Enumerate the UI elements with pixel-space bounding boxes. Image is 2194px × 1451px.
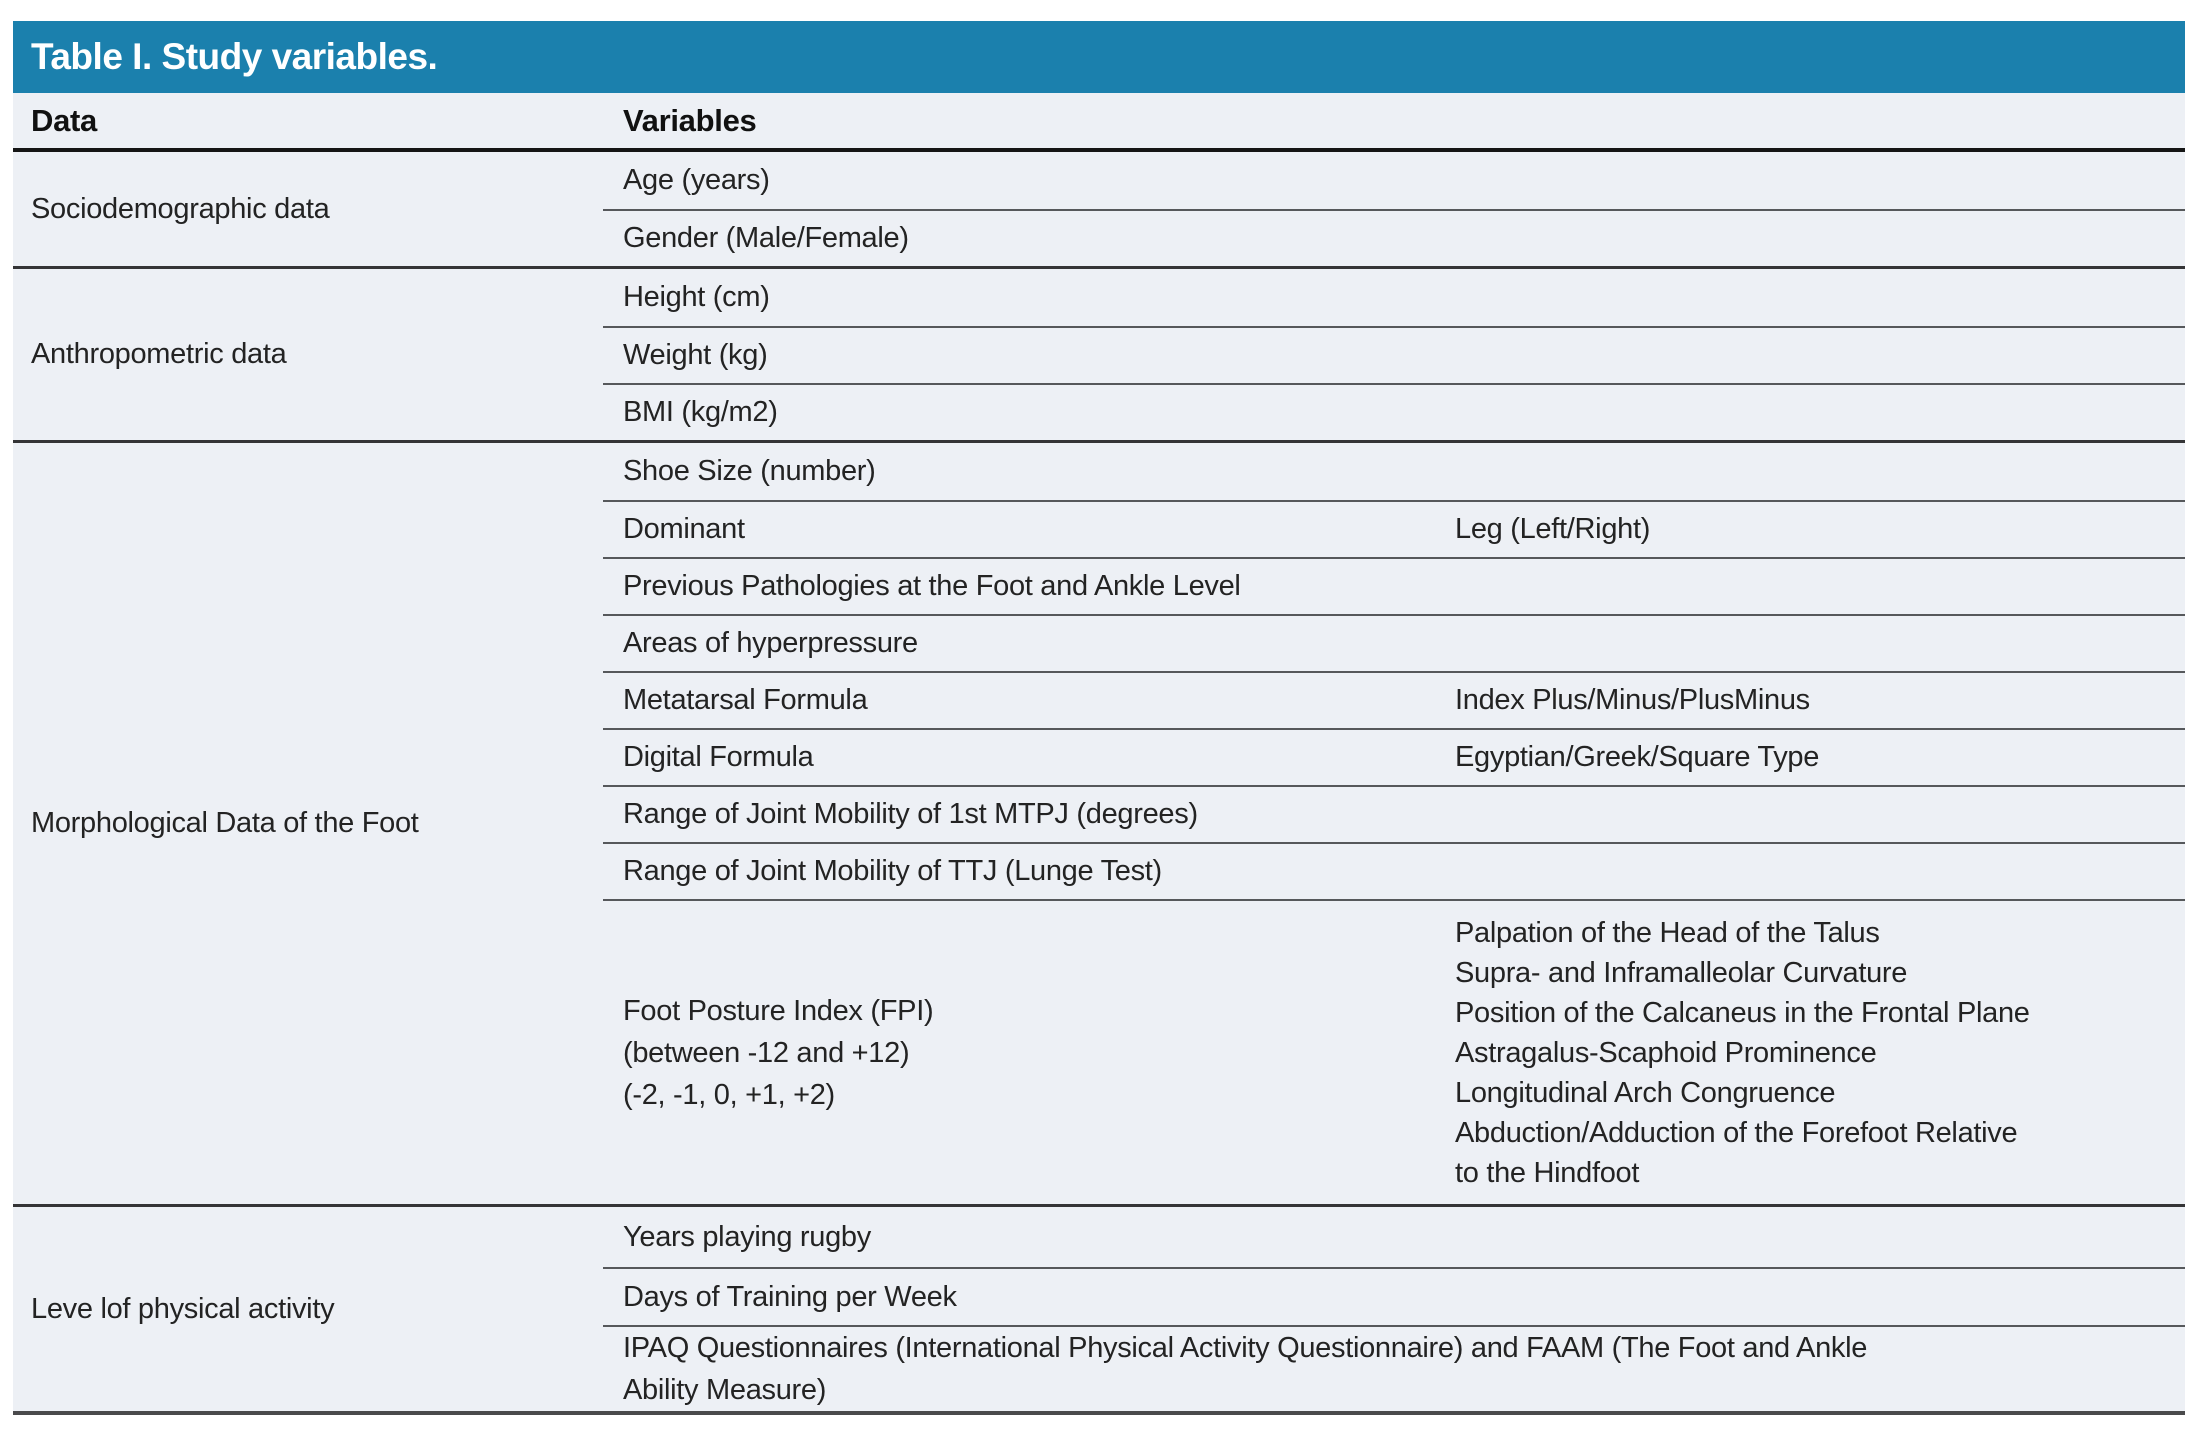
ipaq-line: Ability Measure): [623, 1374, 827, 1406]
fpi-criterion: Abduction/Adduction of the Forefoot Rela…: [1455, 1116, 2018, 1149]
fpi-criterion: to the Hindfoot: [1455, 1156, 1640, 1189]
table-row: Areas of hyperpressure: [603, 614, 2185, 671]
variable-cell: Digital Formula: [623, 741, 814, 773]
group-rows: Shoe Size (number) Dominant Leg (Left/Ri…: [603, 443, 2185, 1204]
detail-cell: Palpation of the Head of the Talus Supra…: [1455, 901, 2185, 1204]
table-row: Metatarsal Formula Index Plus/Minus/Plus…: [603, 671, 2185, 728]
col-header-data: Data: [31, 102, 97, 138]
ipaq-line: IPAQ Questionnaires (International Physi…: [623, 1332, 1868, 1364]
column-header-row: Data Variables: [13, 93, 2185, 152]
group-physical-activity: Leve lof physical activity Years playing…: [13, 1204, 2185, 1411]
fpi-line: (-2, -1, 0, +1, +2): [623, 1078, 835, 1111]
table-title: Table I. Study variables.: [31, 36, 438, 77]
table-row: Days of Training per Week: [603, 1267, 2185, 1325]
group-label: Anthropometric data: [31, 338, 287, 370]
table-row: Gender (Male/Female): [603, 209, 2185, 266]
table-row-ipaq: IPAQ Questionnaires (International Physi…: [603, 1325, 2185, 1411]
group-morphological: Morphological Data of the Foot Shoe Size…: [13, 440, 2185, 1204]
detail-cell: Egyptian/Greek/Square Type: [1455, 741, 1820, 773]
fpi-line: (between -12 and +12): [623, 1036, 910, 1069]
fpi-criterion: Longitudinal Arch Congruence: [1455, 1076, 1836, 1109]
table-row: Years playing rugby: [623, 1220, 871, 1253]
table-row: Age (years): [623, 164, 770, 196]
table-row: BMI (kg/m2): [603, 383, 2185, 440]
group-label: Sociodemographic data: [31, 192, 330, 225]
group-rows: Height (cm) Weight (kg) BMI (kg/m2): [603, 269, 2185, 440]
variable-cell: Metatarsal Formula: [623, 684, 868, 716]
variable-cell: Dominant: [623, 513, 745, 545]
detail-cell: Leg (Left/Right): [1455, 513, 1651, 545]
group-label: Leve lof physical activity: [31, 1292, 335, 1325]
group-sociodemographic: Sociodemographic data Age (years) Gender…: [13, 152, 2185, 266]
table-row: Range of Joint Mobility of TTJ (Lunge Te…: [603, 842, 2185, 899]
table-row: Dominant Leg (Left/Right): [603, 500, 2185, 557]
fpi-criterion: Astragalus-Scaphoid Prominence: [1455, 1036, 1877, 1069]
table-title-bar: Table I. Study variables.: [13, 21, 2185, 93]
table-row: Digital Formula Egyptian/Greek/Square Ty…: [603, 728, 2185, 785]
fpi-criterion: Supra- and Inframalleolar Curvature: [1455, 956, 1908, 989]
fpi-line: Foot Posture Index (FPI): [623, 994, 934, 1027]
fpi-criterion: Palpation of the Head of the Talus: [1455, 916, 1880, 949]
table-row: Shoe Size (number): [623, 455, 876, 487]
col-header-variables: Variables: [623, 102, 757, 138]
group-label: Morphological Data of the Foot: [31, 807, 419, 839]
table-row-foot-posture-index: Foot Posture Index (FPI) (between -12 an…: [603, 899, 2185, 1204]
detail-cell: Index Plus/Minus/PlusMinus: [1455, 684, 1810, 716]
study-variables-table: Table I. Study variables. Data Variables…: [13, 21, 2185, 1415]
table-row: Previous Pathologies at the Foot and Ank…: [603, 557, 2185, 614]
fpi-criterion: Position of the Calcaneus in the Frontal…: [1455, 996, 2030, 1029]
table-row: Height (cm): [623, 281, 770, 313]
group-rows: Age (years) Gender (Male/Female): [603, 152, 2185, 266]
group-rows: Years playing rugby Days of Training per…: [603, 1207, 2185, 1411]
group-anthropometric: Anthropometric data Height (cm) Weight (…: [13, 266, 2185, 440]
variable-cell: Foot Posture Index (FPI) (between -12 an…: [623, 901, 1455, 1204]
table-row: Weight (kg): [603, 326, 2185, 383]
table-row: Range of Joint Mobility of 1st MTPJ (deg…: [603, 785, 2185, 842]
